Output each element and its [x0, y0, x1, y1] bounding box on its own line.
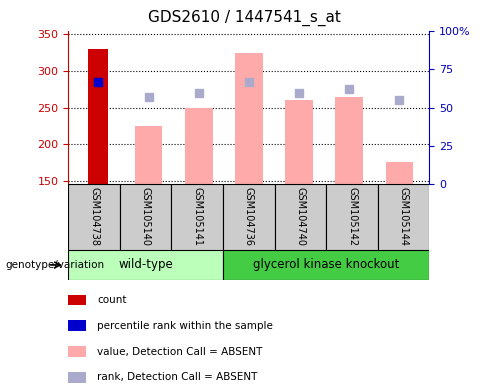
Text: GSM105144: GSM105144	[399, 187, 408, 247]
Text: GSM105140: GSM105140	[141, 187, 151, 247]
Bar	[68, 295, 86, 305]
Bar	[378, 184, 429, 250]
Bar	[223, 184, 275, 250]
Bar	[68, 184, 120, 250]
Bar	[235, 53, 263, 184]
Text: GSM105141: GSM105141	[192, 187, 203, 247]
Text: glycerol kinase knockout: glycerol kinase knockout	[253, 258, 400, 271]
Text: wild-type: wild-type	[118, 258, 173, 271]
Bar	[68, 321, 86, 331]
Bar	[68, 250, 223, 280]
Text: genotype/variation: genotype/variation	[5, 260, 104, 270]
Bar	[68, 372, 86, 382]
Bar	[386, 162, 413, 184]
Text: GSM104736: GSM104736	[244, 187, 254, 247]
Bar	[285, 100, 313, 184]
Bar	[326, 184, 378, 250]
Text: GDS2610 / 1447541_s_at: GDS2610 / 1447541_s_at	[147, 10, 341, 26]
Bar	[171, 184, 223, 250]
Bar	[275, 184, 326, 250]
Text: GSM104738: GSM104738	[89, 187, 99, 247]
Bar	[68, 346, 86, 357]
Bar	[88, 49, 108, 184]
Text: count: count	[97, 295, 127, 305]
Bar	[185, 108, 212, 184]
Text: value, Detection Call = ABSENT: value, Detection Call = ABSENT	[97, 346, 263, 357]
Text: GSM104740: GSM104740	[295, 187, 305, 247]
Text: GSM105142: GSM105142	[347, 187, 357, 247]
Bar	[120, 184, 171, 250]
Text: rank, Detection Call = ABSENT: rank, Detection Call = ABSENT	[97, 372, 258, 382]
Bar	[223, 250, 429, 280]
Text: percentile rank within the sample: percentile rank within the sample	[97, 321, 273, 331]
Bar	[335, 96, 363, 184]
Bar	[135, 126, 163, 184]
